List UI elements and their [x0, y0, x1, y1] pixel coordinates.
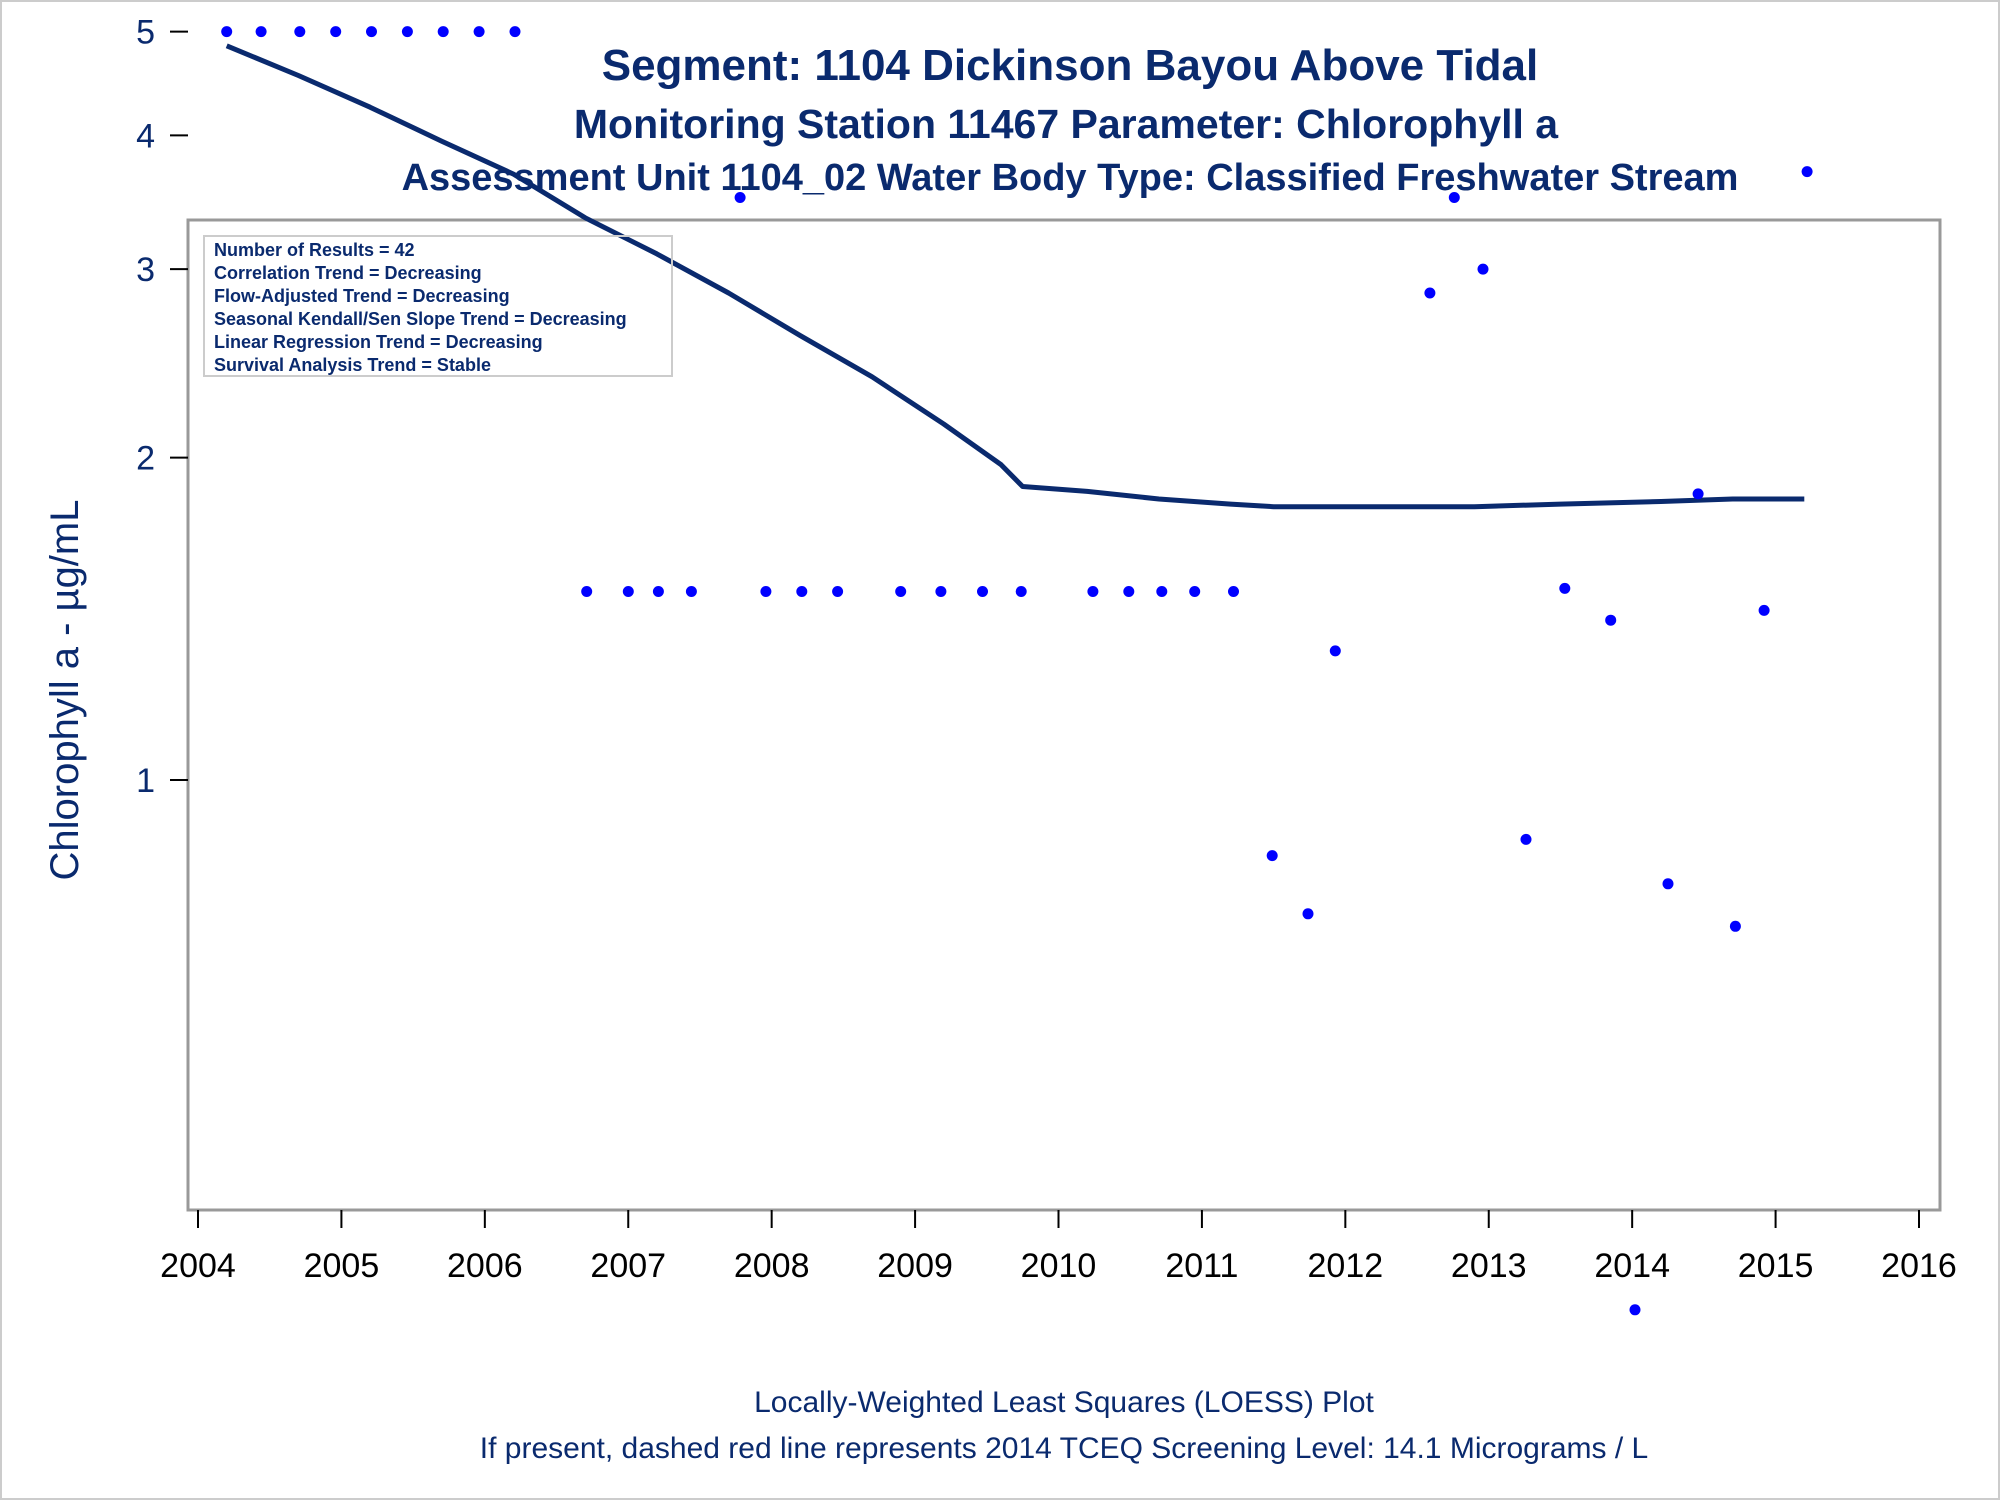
y-axis: 1 2 3 4 5	[136, 14, 188, 800]
data-point	[796, 586, 808, 597]
x-tick-label: 2012	[1308, 1247, 1384, 1285]
points-layer	[221, 26, 1813, 1316]
data-point	[935, 586, 947, 597]
x-tick-label: 2010	[1021, 1247, 1097, 1285]
data-point	[622, 586, 634, 597]
data-point	[1692, 488, 1704, 500]
data-point	[473, 26, 485, 38]
stats-line: Correlation Trend = Decreasing	[214, 263, 482, 283]
x-axis: 2004 2005 2006 2007 2008 2009 2010 2011 2012 2013…	[160, 1210, 1957, 1285]
data-point	[437, 26, 449, 38]
data-point	[1266, 850, 1278, 862]
stats-line: Seasonal Kendall/Sen Slope Trend = Decre…	[214, 309, 627, 329]
stats-line: Linear Regression Trend = Decreasing	[214, 332, 543, 352]
stats-box: Number of Results = 42 Correlation Trend…	[203, 235, 673, 377]
data-point	[1156, 586, 1168, 597]
data-point	[1123, 586, 1135, 597]
y-axis-label: Chlorophyll a - µg/mL	[43, 500, 87, 881]
data-point	[832, 586, 844, 597]
loess-line	[225, 43, 1805, 510]
data-point	[509, 26, 521, 38]
x-tick-label: 2011	[1165, 1247, 1238, 1285]
loess-layer	[225, 43, 1805, 510]
chart-subtitle-2: Assessment Unit 1104_02 Water Body Type:…	[402, 157, 1739, 199]
footnote-screening-level: If present, dashed red line represents 2…	[480, 1432, 1648, 1465]
data-point	[1087, 586, 1099, 597]
data-point	[1228, 586, 1239, 597]
data-point	[977, 586, 988, 597]
data-point	[1329, 645, 1341, 657]
data-point	[1758, 604, 1770, 616]
data-point	[1015, 586, 1027, 597]
y-tick-label: 1	[136, 762, 155, 800]
data-point	[895, 586, 907, 597]
data-point	[1520, 833, 1532, 845]
data-point	[581, 586, 593, 597]
plot-frame	[186, 218, 1942, 1212]
data-point	[221, 26, 233, 38]
data-point	[1801, 166, 1813, 178]
data-point	[685, 586, 697, 597]
data-point	[1189, 586, 1201, 597]
data-point	[734, 192, 746, 203]
x-tick-label: 2014	[1594, 1247, 1670, 1285]
footnote-loess: Locally-Weighted Least Squares (LOESS) P…	[754, 1386, 1374, 1419]
y-tick-label: 4	[136, 117, 155, 155]
data-point	[1605, 614, 1617, 626]
stats-line: Survival Analysis Trend = Stable	[214, 355, 491, 375]
data-point	[1662, 878, 1674, 890]
stats-box-frame	[203, 235, 673, 377]
x-tick-label: 2013	[1451, 1247, 1527, 1285]
data-point	[760, 586, 772, 597]
x-tick-label: 2007	[590, 1247, 666, 1285]
y-tick-label: 5	[136, 14, 155, 52]
x-tick-label: 2009	[877, 1247, 953, 1285]
y-tick-label: 2	[136, 440, 155, 478]
data-point	[652, 586, 664, 597]
y-tick-label: 3	[136, 251, 155, 289]
data-point	[366, 26, 377, 38]
x-tick-label: 2006	[447, 1247, 523, 1285]
x-tick-label: 2015	[1738, 1247, 1814, 1285]
stats-line: Number of Results = 42	[214, 240, 415, 260]
data-point	[294, 26, 306, 38]
data-point	[401, 26, 413, 38]
data-point	[1424, 287, 1436, 299]
chart-title: Segment: 1104 Dickinson Bayou Above Tida…	[602, 41, 1539, 90]
stats-line: Flow-Adjusted Trend = Decreasing	[214, 286, 510, 306]
x-tick-label: 2008	[734, 1247, 810, 1285]
chart-subtitle: Monitoring Station 11467 Parameter: Chlo…	[574, 101, 1559, 147]
x-tick-label: 2005	[304, 1247, 380, 1285]
data-point	[1559, 582, 1571, 594]
data-point	[255, 26, 267, 38]
x-tick-label: 2016	[1881, 1247, 1957, 1285]
data-point	[330, 26, 342, 38]
data-point	[1629, 1304, 1641, 1316]
data-point	[1448, 192, 1460, 203]
x-tick-label: 2004	[160, 1247, 236, 1285]
data-point	[1729, 920, 1741, 932]
data-point	[1477, 263, 1489, 275]
data-point	[1302, 908, 1314, 920]
